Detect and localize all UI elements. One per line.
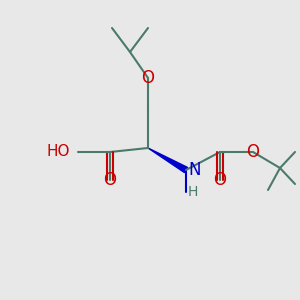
- Text: O: O: [142, 69, 154, 87]
- Polygon shape: [148, 148, 188, 172]
- Text: O: O: [214, 171, 226, 189]
- Text: O: O: [247, 143, 260, 161]
- Text: HO: HO: [46, 145, 70, 160]
- Text: O: O: [103, 171, 116, 189]
- Text: H: H: [188, 185, 198, 199]
- Text: N: N: [188, 161, 200, 179]
